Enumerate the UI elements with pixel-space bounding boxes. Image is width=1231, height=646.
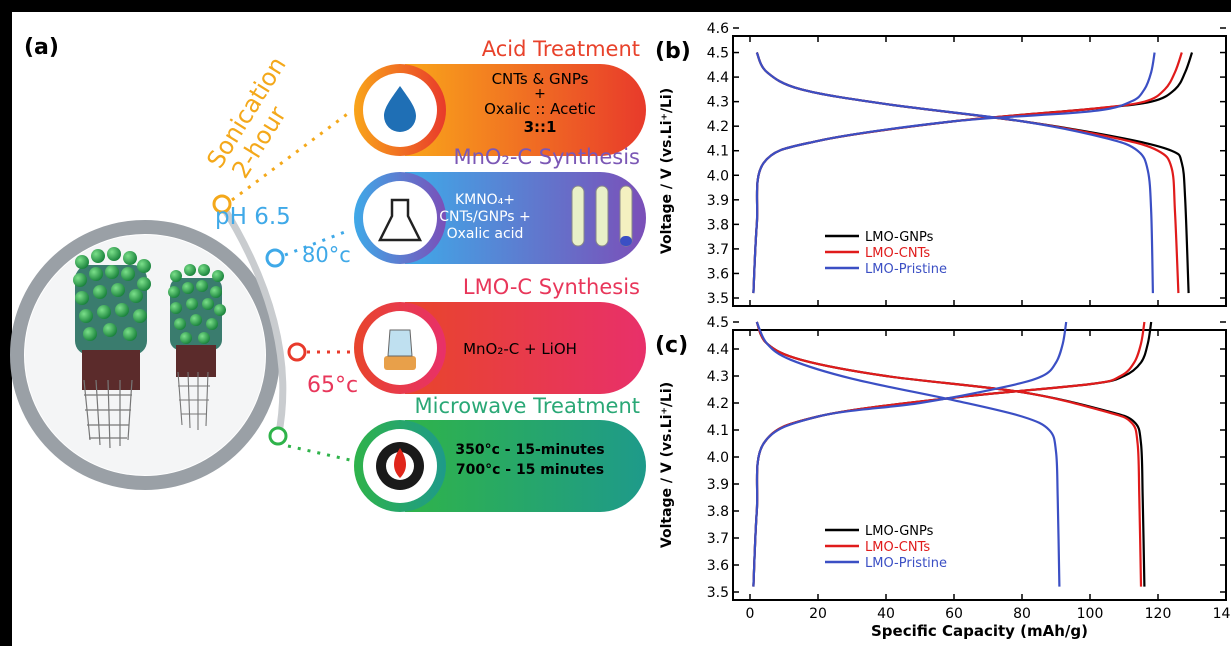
series-line-lmo-pristine-discharge [755, 52, 1154, 294]
legend-label: LMO-GNPs [865, 230, 934, 245]
plot-area [732, 35, 1227, 307]
step-pill [405, 172, 646, 264]
plot-area [732, 329, 1227, 601]
series-line-lmo-cnts-discharge [755, 321, 1143, 587]
stirrer-icon [384, 329, 416, 370]
y-tick-label: 4.0 [707, 168, 729, 184]
step-icon-bg [363, 181, 437, 255]
node-lmo [287, 342, 307, 362]
y-tick-label: 3.8 [707, 217, 729, 233]
x-tick-label: 100 [1077, 606, 1104, 622]
step-lmo-synthesis: LMO-C Synthesis MnO₂-C + LiOH [354, 275, 646, 394]
temp-65-label: 65°c [307, 373, 358, 398]
y-tick-label: 4.4 [707, 70, 729, 86]
y-tick-label: 4.2 [707, 119, 729, 135]
step-pill [405, 64, 646, 156]
water-drop-icon [384, 86, 416, 132]
step-line: Oxalic acid [447, 226, 524, 242]
step-line: 700°c - 15 minutes [456, 462, 604, 478]
step-line: CNTs/GNPs + [439, 209, 531, 225]
y-tick-label: 4.1 [707, 144, 729, 160]
x-axis-label: Specific Capacity (mAh/g) [871, 622, 1088, 640]
node-acid [212, 194, 232, 214]
y-tick-label: 4.5 [707, 315, 729, 331]
ring-icon [10, 220, 280, 490]
node-synthesis [265, 248, 285, 268]
y-tick-label: 4.1 [707, 423, 729, 439]
node-microwave [268, 426, 288, 446]
chart-c: (c) 3.5 3.6 3.7 3.8 3.9 4.0 4.1 4.2 4.3 4.4 4.5 0 20 4… [655, 315, 1231, 640]
series-line-lmo-pristine-charge [752, 321, 1068, 587]
y-axis-label: Voltage / V (vs.Li⁺/Li) [659, 382, 675, 548]
y-tick-label: 4.3 [707, 95, 729, 111]
legend-label: LMO-CNTs [865, 246, 930, 261]
x-tick-label: 80 [1013, 606, 1031, 622]
y-tick-label: 3.8 [707, 504, 729, 520]
step-microwave-treatment: Microwave Treatment 350°c - 15-minutes 7… [354, 394, 646, 512]
series-line-lmo-pristine-charge [752, 52, 1156, 294]
legend-label: LMO-GNPs [865, 524, 934, 539]
process-arc [219, 203, 287, 439]
panel-a: (a) [10, 35, 646, 512]
series-line-lmo-pristine-discharge [755, 321, 1061, 587]
step-line: KMNO₄+ [455, 192, 515, 208]
y-tick-label: 4.4 [707, 342, 729, 358]
step-title: Acid Treatment [482, 37, 640, 61]
x-tick-label: 40 [877, 606, 895, 622]
step-line: 3::1 [524, 118, 557, 136]
step-pill [405, 302, 646, 394]
y-tick-label: 3.6 [707, 266, 729, 282]
nanotube-left-icon [73, 247, 151, 449]
fire-gear-icon [376, 442, 424, 490]
step-line: 350°c - 15-minutes [455, 442, 604, 458]
y-tick-label: 3.5 [707, 585, 729, 601]
x-tick-label: 20 [809, 606, 827, 622]
legend-label: LMO-CNTs [865, 540, 930, 555]
step-line: + [534, 86, 546, 102]
connector-synthesis [284, 228, 351, 257]
step-title: Microwave Treatment [415, 394, 640, 418]
x-tick-label: 140 [1213, 606, 1231, 622]
step-title: LMO-C Synthesis [463, 275, 640, 299]
step-acid-treatment: Acid Treatment CNTs & GNPs + Oxalic :: A… [354, 37, 646, 156]
step-mno2-synthesis: MnO₂-C Synthesis KMNO₄+ CNTs/GNPs + Oxal… [354, 145, 646, 264]
y-tick-label: 3.5 [707, 291, 729, 307]
y-tick-label: 3.6 [707, 558, 729, 574]
step-title: MnO₂-C Synthesis [453, 145, 640, 169]
panel-label: (c) [655, 333, 688, 358]
temp-80-label: 80°c [302, 243, 351, 267]
step-pill [405, 420, 646, 512]
y-tick-label: 4.6 [707, 21, 729, 37]
ph-label: pH 6.5 [215, 204, 291, 230]
panel-label: (b) [655, 39, 691, 64]
y-tick-label: 4.2 [707, 396, 729, 412]
y-tick-label: 3.9 [707, 477, 729, 493]
y-tick-label: 4.0 [707, 450, 729, 466]
y-axis-label: Voltage / V (vs.Li⁺/Li) [659, 88, 675, 254]
connector-acid [231, 110, 351, 202]
step-line: MnO₂-C + LiOH [463, 340, 577, 358]
x-tick-label: 0 [746, 606, 755, 622]
legend-label: LMO-Pristine [865, 262, 947, 277]
test-tubes-icon [571, 185, 633, 247]
y-tick-label: 4.3 [707, 369, 729, 385]
charts-group: (b) 3.5 3.6 3.7 3.8 3.9 4.0 4.1 4.2 4.3 4.4 4.5 4.6 V… [655, 21, 1231, 640]
y-tick-label: 3.7 [707, 242, 729, 258]
step-line: Oxalic :: Acetic [484, 100, 596, 118]
x-tick-label: 60 [945, 606, 963, 622]
connector-microwave [287, 444, 351, 462]
y-tick-label: 3.9 [707, 193, 729, 209]
flask-icon [377, 198, 423, 242]
nanotube-right-icon [168, 264, 226, 430]
chart-b: (b) 3.5 3.6 3.7 3.8 3.9 4.0 4.1 4.2 4.3 4.4 4.5 4.6 V… [655, 21, 1227, 307]
legend-label: LMO-Pristine [865, 556, 947, 571]
panel-a-label: (a) [24, 35, 59, 60]
x-tick-label: 120 [1145, 606, 1172, 622]
y-tick-label: 3.7 [707, 531, 729, 547]
step-line: CNTs & GNPs [492, 70, 589, 88]
y-tick-label: 4.5 [707, 46, 729, 62]
